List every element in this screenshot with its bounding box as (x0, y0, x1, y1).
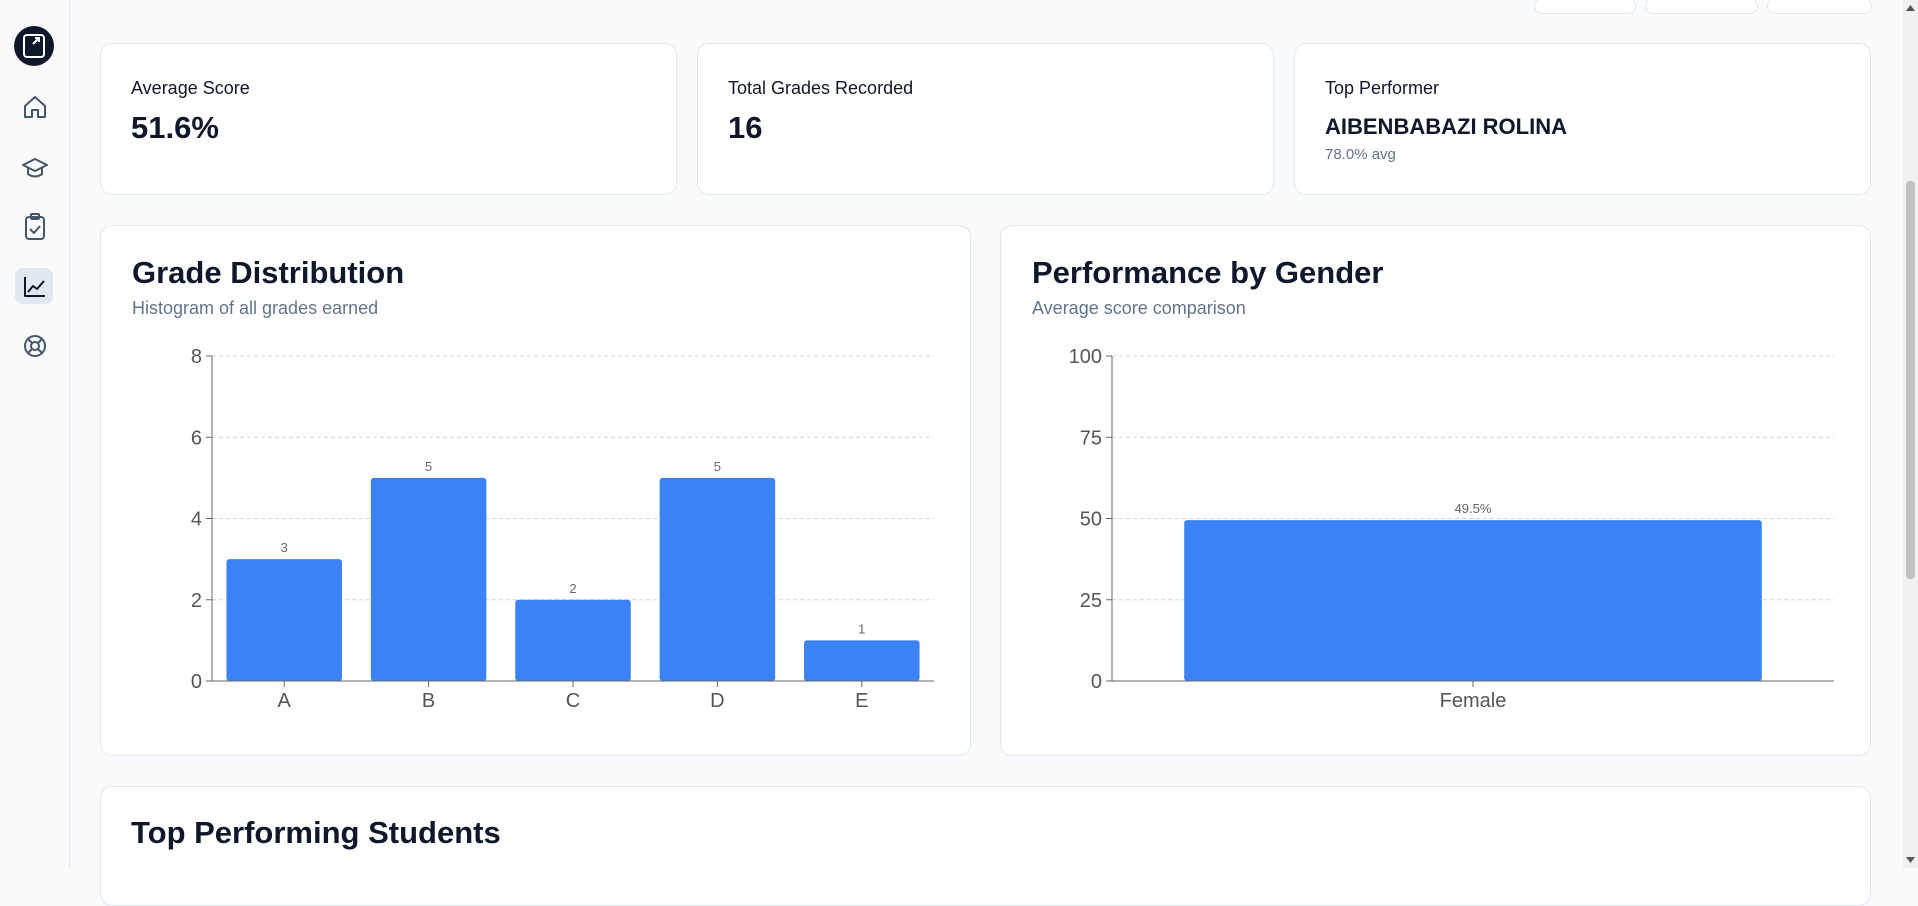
data-label: 5 (714, 459, 721, 474)
bar (370, 477, 487, 681)
stat-value: 16 (728, 110, 763, 145)
y-tick-label: 100 (1069, 346, 1102, 368)
y-tick-label: 6 (191, 427, 202, 449)
logo[interactable] (14, 26, 54, 66)
x-tick-label: A (278, 690, 292, 712)
bar (515, 599, 631, 681)
stat-note: 78.0% avg (1325, 146, 1396, 163)
toolbar-button[interactable] (1534, 0, 1636, 14)
toolbar-button[interactable] (1767, 0, 1872, 14)
stat-label: Top Performer (1325, 78, 1440, 98)
x-tick-label: C (566, 690, 580, 712)
scrollbar-graphics (1906, 5, 1915, 863)
y-tick-label: 0 (1091, 671, 1102, 693)
courses-icon[interactable] (22, 158, 48, 178)
x-tick-label: B (422, 690, 435, 712)
x-tick-label: E (855, 690, 868, 712)
data-label: 49.5% (1455, 501, 1492, 516)
stat-card: Top Performer AIBENBABAZI ROLINA 78.0% a… (1294, 43, 1871, 195)
sidebar (0, 0, 70, 868)
y-tick-label: 25 (1080, 590, 1102, 612)
bar (659, 477, 776, 681)
bar (1184, 520, 1762, 681)
y-tick-label: 2 (191, 590, 202, 612)
chart: Performance by Gender Average score compa… (1032, 255, 1834, 712)
chart-card: Grade Distribution Histogram of all grade… (100, 225, 971, 756)
y-tick-label: 8 (191, 346, 202, 368)
y-tick-label: 75 (1080, 427, 1102, 449)
chart-subtitle: Average score comparison (1032, 298, 1246, 318)
x-tick-label: Female (1440, 690, 1507, 712)
chart-title: Grade Distribution (132, 255, 404, 290)
y-tick-label: 4 (191, 509, 202, 531)
bar (226, 559, 342, 681)
analytics-icon[interactable] (24, 277, 45, 297)
chart-title: Performance by Gender (1032, 255, 1383, 290)
tasks-icon[interactable] (25, 213, 45, 240)
data-label: 1 (858, 621, 865, 636)
chart: Grade Distribution Histogram of all grade… (132, 255, 934, 712)
bar (804, 640, 920, 681)
chart-card: Performance by Gender Average score compa… (1000, 225, 1871, 756)
x-tick-label: D (710, 690, 724, 712)
stat-value: 51.6% (131, 110, 219, 145)
scrollbar[interactable] (1903, 0, 1918, 868)
y-tick-label: 0 (191, 671, 202, 693)
data-label: 3 (281, 540, 288, 555)
toolbar-button[interactable] (1645, 0, 1758, 14)
stat-value: AIBENBABAZI ROLINA (1325, 114, 1567, 139)
support-icon[interactable] (24, 335, 46, 357)
stat-card: Total Grades Recorded 16 (697, 43, 1274, 195)
stat-card: Average Score 51.6% (100, 43, 677, 195)
home-icon[interactable] (24, 96, 46, 118)
sidebar-icons (14, 26, 54, 357)
chart-subtitle: Histogram of all grades earned (132, 298, 378, 318)
scrollbar-thumb[interactable] (1906, 181, 1915, 579)
section-card: Top Performing Students (100, 786, 1871, 906)
y-tick-label: 50 (1080, 509, 1102, 531)
data-label: 2 (569, 581, 576, 596)
stat-label: Total Grades Recorded (728, 78, 914, 98)
data-label: 5 (425, 459, 432, 474)
section-title: Top Performing Students (131, 815, 501, 850)
stat-label: Average Score (131, 78, 250, 98)
